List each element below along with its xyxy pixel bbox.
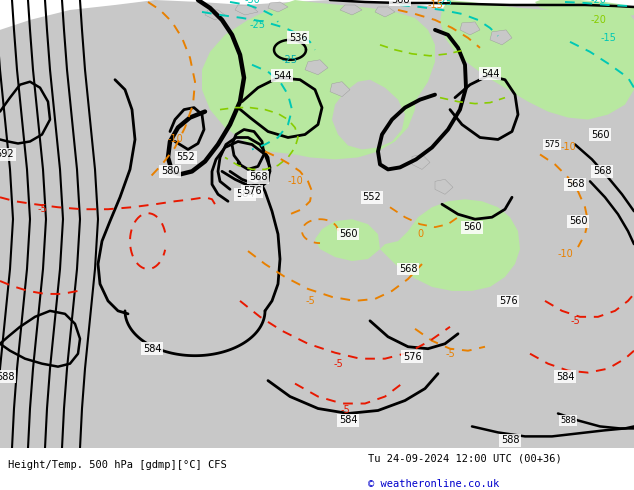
Polygon shape — [305, 60, 328, 75]
Text: 560: 560 — [463, 222, 481, 232]
Polygon shape — [380, 199, 520, 291]
Text: 536: 536 — [288, 33, 307, 43]
Text: -15: -15 — [600, 33, 616, 43]
Polygon shape — [268, 2, 288, 12]
Text: -10: -10 — [167, 134, 183, 145]
Text: -5: -5 — [333, 359, 343, 368]
Polygon shape — [205, 10, 225, 20]
Polygon shape — [435, 179, 453, 194]
Polygon shape — [375, 7, 395, 17]
Text: 568: 568 — [399, 264, 417, 274]
Text: 544: 544 — [481, 69, 499, 79]
Text: -5: -5 — [340, 406, 350, 416]
Text: 588: 588 — [560, 416, 576, 425]
Text: -20: -20 — [590, 15, 606, 25]
Text: 560: 560 — [591, 129, 609, 140]
Text: 568: 568 — [249, 172, 268, 182]
Text: -25: -25 — [250, 20, 266, 30]
Polygon shape — [535, 0, 634, 18]
Polygon shape — [340, 5, 362, 15]
Text: Tu 24-09-2024 12:00 UTC (00+36): Tu 24-09-2024 12:00 UTC (00+36) — [368, 454, 562, 464]
Text: 552: 552 — [177, 152, 195, 162]
Text: -30: -30 — [244, 0, 260, 5]
Text: 588: 588 — [501, 436, 519, 445]
Text: 568: 568 — [391, 0, 410, 5]
Polygon shape — [315, 219, 380, 261]
Text: 580: 580 — [161, 167, 179, 176]
Text: 568: 568 — [566, 179, 585, 189]
Polygon shape — [258, 38, 415, 159]
Text: -5: -5 — [445, 349, 455, 359]
Polygon shape — [412, 154, 430, 170]
Text: -5: -5 — [305, 296, 315, 306]
Text: 576: 576 — [243, 186, 261, 196]
Text: 588: 588 — [0, 371, 14, 382]
Text: 584: 584 — [236, 189, 254, 199]
Text: 560: 560 — [339, 229, 357, 239]
Polygon shape — [440, 0, 634, 120]
Polygon shape — [0, 0, 634, 448]
Text: 560: 560 — [569, 216, 587, 226]
Text: 544: 544 — [273, 71, 291, 81]
Text: 584: 584 — [143, 343, 161, 354]
Polygon shape — [460, 22, 480, 35]
Text: -10: -10 — [287, 176, 303, 186]
Polygon shape — [490, 30, 512, 45]
Text: -10: -10 — [557, 249, 573, 259]
Text: 592: 592 — [0, 149, 15, 159]
Text: -15: -15 — [427, 0, 443, 10]
Text: -5: -5 — [37, 204, 47, 214]
Text: 575: 575 — [544, 140, 560, 149]
Text: 0: 0 — [417, 229, 423, 239]
Text: -25: -25 — [437, 0, 453, 7]
Text: 552: 552 — [363, 192, 382, 202]
Text: -5: -5 — [570, 316, 580, 326]
Polygon shape — [202, 0, 435, 154]
Text: -20: -20 — [590, 0, 606, 5]
Text: -25: -25 — [282, 55, 298, 65]
Text: 584: 584 — [339, 416, 357, 425]
Text: 576: 576 — [499, 296, 517, 306]
Text: 584: 584 — [556, 371, 574, 382]
Text: 568: 568 — [593, 167, 611, 176]
Polygon shape — [235, 5, 258, 15]
Polygon shape — [330, 82, 350, 97]
Polygon shape — [332, 80, 405, 149]
Text: © weatheronline.co.uk: © weatheronline.co.uk — [368, 479, 499, 489]
Text: 576: 576 — [403, 352, 422, 362]
Text: Height/Temp. 500 hPa [gdmp][°C] CFS: Height/Temp. 500 hPa [gdmp][°C] CFS — [8, 460, 226, 470]
Text: -10: -10 — [560, 143, 576, 152]
